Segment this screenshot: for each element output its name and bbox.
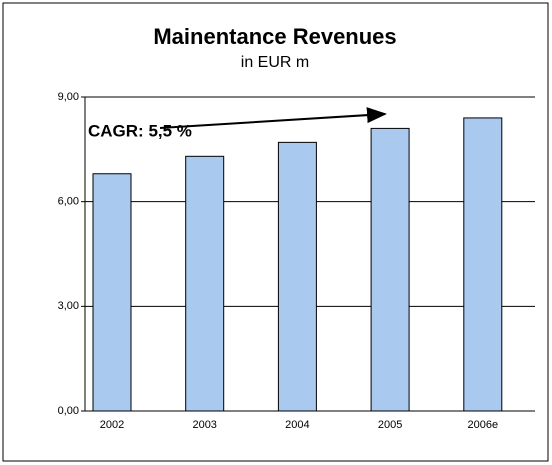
bar <box>92 173 132 412</box>
annotation: CAGR: 5,5 % <box>88 121 192 140</box>
x-tick-label: 2005 <box>378 419 402 431</box>
bar <box>277 141 317 412</box>
chart-title: Mainentance Revenues <box>153 24 396 49</box>
bar <box>370 127 410 412</box>
bar <box>463 117 503 412</box>
y-tick-label: 3,00 <box>58 300 79 312</box>
y-tick-label: 9,00 <box>58 91 79 103</box>
x-tick-label: 2006e <box>468 419 499 431</box>
y-tick-label: 6,00 <box>58 196 79 208</box>
chart-subtitle: in EUR m <box>241 54 309 71</box>
x-tick-label: 2003 <box>192 419 216 431</box>
x-tick-label: 2004 <box>285 419 309 431</box>
bar <box>185 155 225 412</box>
trend-arrow <box>159 107 387 129</box>
x-tick-label: 2002 <box>100 419 124 431</box>
y-tick-label: 0,00 <box>58 405 79 417</box>
